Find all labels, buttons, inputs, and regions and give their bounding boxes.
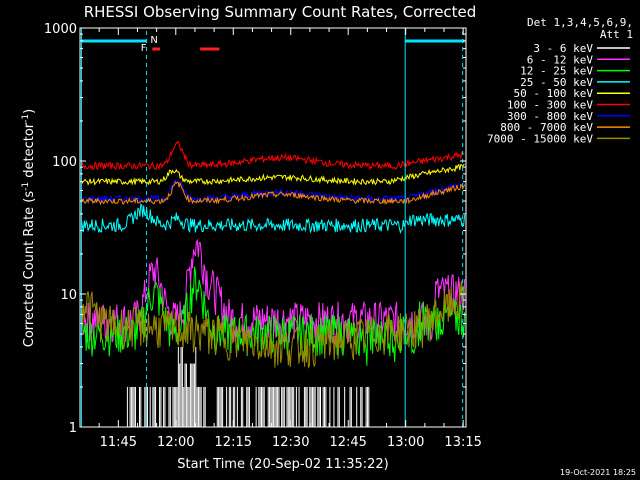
flare-flag: F <box>141 43 147 54</box>
series-line <box>80 140 465 171</box>
y-axis: 1 10 100 1000 <box>44 22 466 436</box>
x-tick-label: 12:45 <box>329 435 366 450</box>
y-tick-label: 10 <box>60 288 77 303</box>
x-tick-label: 11:45 <box>100 435 137 450</box>
legend-label: 3 - 6 keV <box>533 42 593 55</box>
series-100-300keV <box>80 140 465 171</box>
x-tick-label: 13:15 <box>444 435 481 450</box>
series-50-100keV <box>80 163 465 186</box>
x-tick-label: 12:15 <box>215 435 252 450</box>
timestamp: 19-Oct-2021 18:25 <box>560 468 636 477</box>
legend-label: 7000 - 15000 keV <box>487 132 593 145</box>
legend-header-line1: Det 1,3,4,5,6,9, <box>527 16 633 29</box>
series-800-7000keV <box>80 181 466 206</box>
series-3-6keV <box>126 346 370 427</box>
x-tick-label: 13:00 <box>387 435 424 450</box>
series-layer <box>80 140 466 427</box>
series-line <box>80 163 465 186</box>
legend-label: 300 - 800 keV <box>507 110 593 123</box>
series-line <box>80 202 466 235</box>
legend-label: 12 - 25 keV <box>520 65 593 78</box>
y-tick-label: 100 <box>52 155 77 170</box>
x-tick-label: 12:00 <box>157 435 194 450</box>
series-25-50keV <box>80 202 466 235</box>
x-axis-label: Start Time (20-Sep-02 11:35:22) <box>177 457 388 472</box>
legend-label: 25 - 50 keV <box>520 76 593 89</box>
night-flag: N <box>150 35 157 46</box>
series-line <box>80 178 465 204</box>
overlay-layer: FN <box>80 28 465 427</box>
legend-label: 6 - 12 keV <box>527 53 594 66</box>
chart-title: RHESSI Observing Summary Count Rates, Co… <box>84 3 477 21</box>
series-7000-15000keV <box>80 281 466 369</box>
series-line <box>80 281 466 369</box>
y-axis-label: Corrected Count Rate (s-1 detector-1) <box>21 109 37 347</box>
legend-header-line2: Att 1 <box>600 28 633 41</box>
legend-label: 100 - 300 keV <box>507 99 593 112</box>
x-tick-label: 12:30 <box>272 435 309 450</box>
y-tick-label: 1000 <box>44 22 77 37</box>
legend-label: 50 - 100 keV <box>514 87 594 100</box>
series-line <box>80 181 466 206</box>
legend-label: 800 - 7000 keV <box>500 121 593 134</box>
x-axis: 11:45 12:00 12:15 12:30 12:45 13:00 13:15 <box>98 28 482 450</box>
series-300-800keV <box>80 178 465 204</box>
plot-frame <box>79 27 467 428</box>
y-tick-label: 1 <box>69 421 77 436</box>
